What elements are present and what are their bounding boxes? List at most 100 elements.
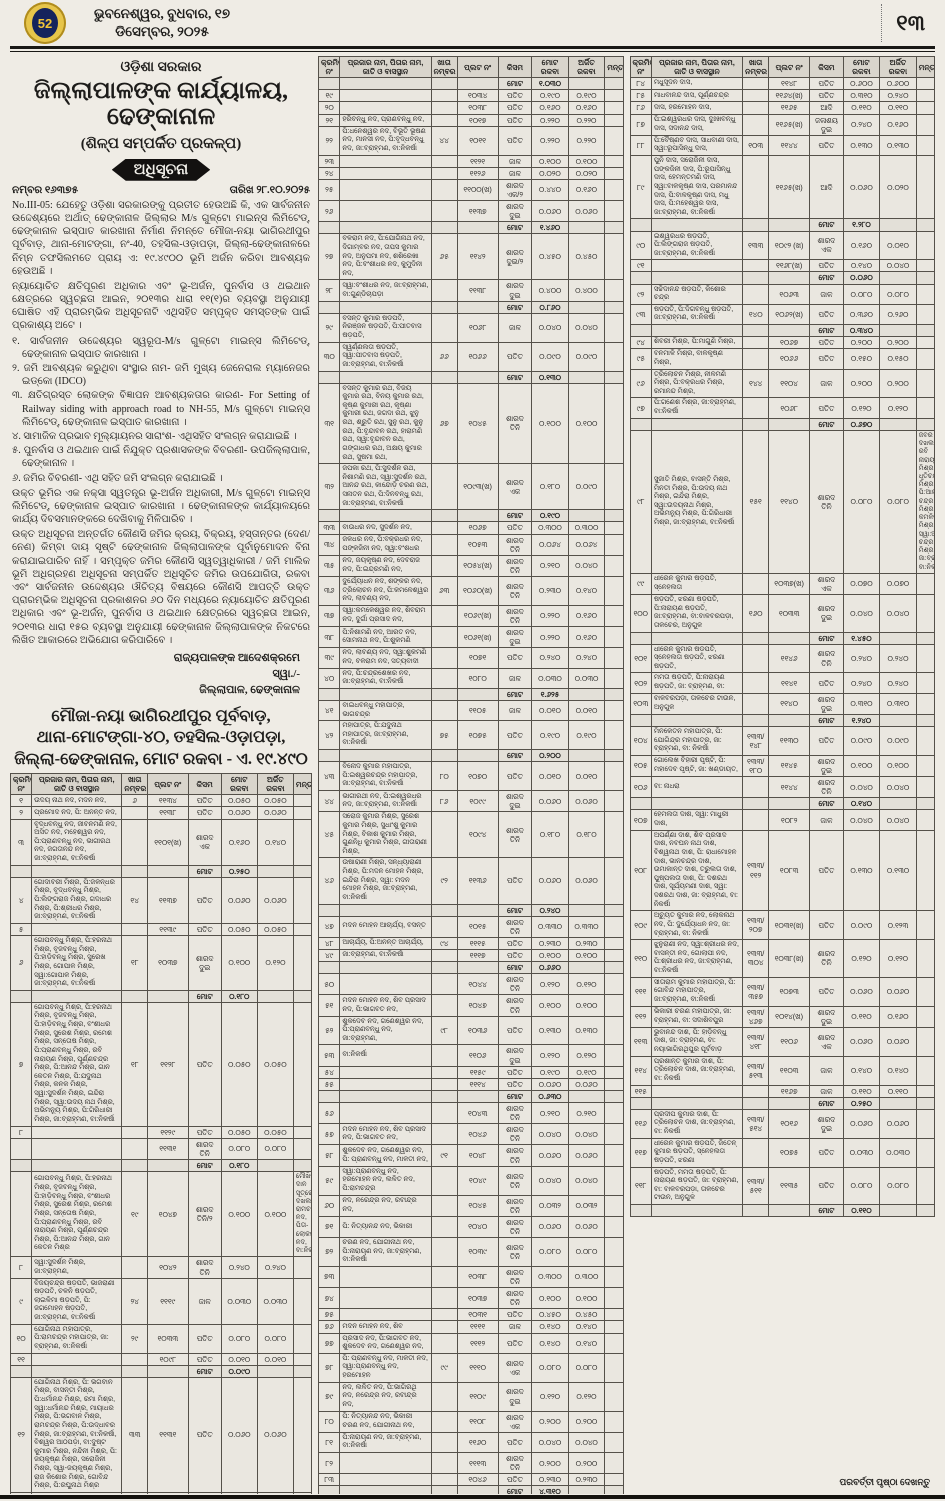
acquired-area-cell: ୦.୨୪୦ [879,89,917,103]
acquired-area-cell: ୦.୦୮୦ [879,1166,917,1206]
plot-cell: ୧୧୦୦(ଖ) [456,178,499,201]
remark-cell [915,77,935,91]
acquired-area-cell: ୦.୧୧୦ [879,101,917,115]
name-cell: ମଧୁସୂଦନ ଦାସ, [650,77,744,91]
remark-cell [292,864,312,878]
name-cell: ପି: ନିତ୍ୟାନନ୍ଦ ନଦ, ଭିକାରୀ [339,1215,432,1239]
name-cell: ବାଉଧର ନଦ, ସୁଦର୍ଶନ ନଦ, [339,521,432,535]
name-cell [31,922,123,937]
remark-cell [292,1323,312,1354]
acquired-area-cell: ୦.୧୪୦ [567,1332,606,1354]
name-cell: ଷଡ଼ପତି, ପି:ଦିଗବନ୍ଧୁ ଷଡ଼ପତି, ଜା:ବ୍ରାହ୍ମଣ,… [650,303,744,326]
khata-cell [430,749,458,763]
name-cell: ନଦ, ଲଳିତ ନଦ, ପି:ଭାଗିରଥି ନଦ, ନରେନ୍ଦ୍ର ନଦ,… [339,1381,432,1412]
table-row: ୪୦ ନଦ, ପି:ଚନ୍ଦ୍ରଶେଖର ନଦ, ଜା:ବ୍ରାହ୍ମଣ, ବା:… [318,667,624,689]
sl-no-cell: ୩୪ [318,533,341,556]
khata-cell: ୧୩୩/ ୫୧୪ [742,1108,770,1139]
plot-cell: ୧୦୯୩(ଖ) [456,463,499,511]
table-row: ୧୧୧ ସୀତାରାମ କୁମାର ମହାପାତ୍ର, ପି: ଗୋବିନ୍ଦ ମ… [629,976,935,1007]
total-area-cell: ୦.୦୬୦ [531,857,569,905]
sl-no-cell [10,1158,33,1173]
plot-cell: ୧୦୪୯ [456,1165,499,1196]
remark-cell [604,1194,624,1217]
total-area-cell: ୦.୧୦୦ [842,754,881,778]
khata-cell: ୧୩୩/ ୧୪୮ [742,726,770,756]
acquired-area-cell: ୦.୦୧୦ [256,1352,294,1366]
sl-no-cell: ୫୩ [318,1044,341,1067]
khata-cell [430,1089,458,1104]
acquired-area-cell [567,1485,606,1494]
khata-cell [430,279,458,302]
name-cell [339,1287,432,1310]
acquired-area-cell: ୦.୦୨୦ [879,155,917,220]
table-header-row: କ୍ରମିକ ନଂପ୍ରଜାର ନାମ, ପିତାର ନାମ, ଜାତି ଓ ବ… [10,773,312,796]
kisam-cell: ଶାରଦ ତିନି [809,643,844,674]
name-cell: ମମତା ଷଡ଼ପତି, ପି:ନାରାୟଣ ଷଡ଼ପତି, ଜା: ବ୍ରାହ… [650,672,744,694]
kisam-cell: ମୋଟ [809,271,844,285]
kisam-cell: ପତିତ [497,341,533,372]
plot-cell: ୧୦୪୩ [456,1102,499,1125]
kisam-cell: ଜାଳ [809,283,844,305]
remark-cell [604,1265,624,1289]
name-cell [339,154,432,168]
khata-cell [430,1237,458,1267]
kisam-cell: ଜାଳ [497,154,533,168]
name-cell: ଅଚ୍ୟୁତ କୁମାର ନଦ, ଲୋକନାଥ ନଦ, ପି: ଦୁର୍ଯ୍ୟୋ… [650,910,744,941]
kisam-cell: ପତିତ [497,521,533,535]
mouza-heading: ମୌଜା-ନୟା ଭାଗିରଥୀପୁର ପୂର୍ବବାଡ଼, ଥାନା-ମୋଟଙ… [12,705,310,769]
table-row: ୫୩ ବା:ନିକର୍ଷା ୧୧୦୬ ଶାରଦ ଦୁଇ ୦.୧୨୦ ୦.୧୨୦ [318,1044,624,1067]
column-header: ଖାତା ନମ୍ବର [742,56,770,79]
remark-cell [915,348,935,370]
khata-cell [430,915,458,938]
name-cell: ମହାପାତ୍ର, ପି:ଯଦୁନାଥ ମହାପାତ୍ର, ଜା:ବ୍ରାହ୍ମ… [339,720,432,751]
total-area-cell: ୦.୧୬୦ [531,101,569,115]
kisam-cell: ଜାଳ [497,699,533,722]
plot-cell: ୧୦୪୨ [146,1256,189,1279]
plot-cell: ୧୦୧୧ [456,125,499,156]
name-cell [31,1125,123,1139]
name-cell: ସୀତାରାମ କୁମାର ମହାପାତ୍ର, ପି: ଗୋବିନ୍ଦ ମହାପ… [650,976,744,1007]
plot-cell: ୧୧୩୦ [768,726,811,756]
sl-no-cell: ୧୯ [318,89,341,103]
khata-cell [742,89,770,103]
sl-no-cell: ୧୦ [10,1323,33,1354]
plot-cell [456,370,499,384]
column-left: ଓଡ଼ିଶା ସରକାର ଜିଲ୍ଲାପାଳଙ୍କ କାର୍ଯ୍ୟାଳୟ, ଢେ… [10,56,312,1494]
kisam-cell: ମୋଟ [497,749,533,763]
name-cell [650,324,744,338]
kisam-cell: ମୋଟ [187,1364,222,1378]
total-area-cell: ୦.୨୪୦ [842,643,881,674]
khata-cell [430,1165,458,1196]
total-area-cell: ୦.୪୫୦ [531,233,569,281]
table-row: ୧୦୨ ମମତା ଷଡ଼ପତି, ପି:ନାରାୟଣ ଷଡ଼ପତି, ଜା: ବ୍… [629,672,935,694]
name-cell [339,973,432,996]
plot-cell [456,300,499,314]
sl-no-cell: ୪୫ [318,811,341,859]
plot-cell: ୧୦୪୦ [456,1215,499,1239]
plot-cell [768,1204,811,1218]
total-area-cell: ୦.୧୪୦ [842,259,881,273]
table-row: ୯୩ ଷଡ଼ପତି, ପି:ଦିଗବନ୍ଧୁ ଷଡ଼ପତି, ଜା:ବ୍ରାହ୍ମ… [629,303,935,326]
plot-cell: ୧୦୫୩ [456,533,499,556]
name-cell: ହରିବନ୍ଧୁ ନଦ, ପ୍ରାଣବନ୍ଧୁ ନଦ, [339,113,432,127]
name-cell [650,259,744,273]
kisam-cell: ଶାରଦ ଏକ/୨ [497,178,533,201]
sl-no-cell [629,324,652,338]
acquired-area-cell: ୦.୦୪୦ [567,1165,606,1196]
sl-no-cell: ୧୧୮ [629,1166,652,1206]
remark-cell [604,1485,624,1494]
kisam-cell: ମୋଟ [497,509,533,523]
remark-cell [292,806,312,820]
sl-no-cell: ୭୪ [318,1287,341,1310]
sl-no-cell [629,631,652,645]
column-header: ଅର୍ଜିତ ରକବା [256,773,294,796]
remark-cell [915,368,935,399]
khata-cell [121,1158,148,1173]
total-area-cell: ୦.୦୬୪ [531,533,569,556]
remark-cell [915,283,935,305]
table-row: ୭୨ ଚରଣ ନଦ, ଯୋଗୀନାଥ ନଦ, ପି:ନାରାୟଣ ନଦ, ଜା:ବ… [318,1237,624,1267]
total-area-cell: ୦.୨୦୦ [531,1410,569,1433]
kisam-cell: ପତିତ [187,1491,222,1494]
name-cell: ସ୍ୱା:ବଂଶୀଧର ନଦ, ଜା:ବ୍ରାହ୍ମଣ, ବା:ଗୁଣ୍ଡିଚା… [339,279,432,302]
total-area-cell: ୦.୨୨୦ [531,125,569,156]
